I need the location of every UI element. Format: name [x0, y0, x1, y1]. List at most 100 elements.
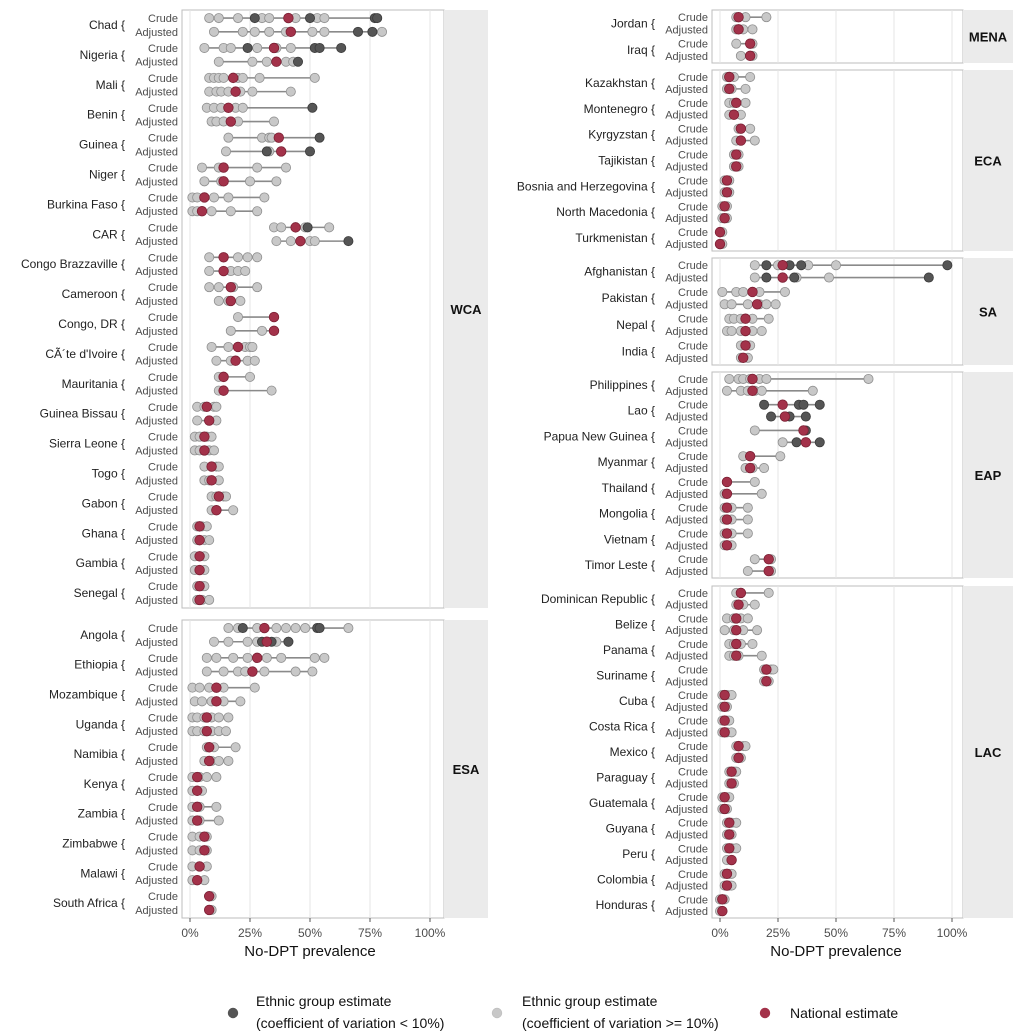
legend-label: Ethnic group estimate — [256, 993, 392, 1009]
point-light — [779, 286, 790, 297]
point-national — [259, 622, 270, 634]
point-national — [191, 785, 203, 796]
row-label-adjusted: Adjusted — [135, 146, 178, 158]
point-light — [749, 135, 760, 146]
point-light — [264, 13, 275, 24]
point-national — [203, 755, 215, 767]
row-label-adjusted: Adjusted — [665, 386, 708, 398]
point-light — [225, 325, 236, 336]
point-light — [247, 86, 258, 97]
row-label-crude: Crude — [148, 103, 178, 115]
country-label: Sierra Leone { — [49, 437, 125, 451]
point-national — [719, 212, 730, 224]
country-label: India { — [622, 345, 655, 359]
point-light — [228, 652, 239, 663]
point-light — [252, 162, 263, 173]
row-label-adjusted: Adjusted — [665, 540, 708, 552]
row-label-crude: Crude — [678, 374, 708, 386]
point-national — [744, 451, 756, 462]
point-national — [735, 123, 747, 134]
point-national — [733, 24, 744, 35]
point-light — [756, 326, 767, 337]
point-light — [223, 623, 234, 634]
row-label-adjusted: Adjusted — [665, 625, 708, 637]
point-light — [775, 451, 786, 462]
legend: Ethnic group estimate (coefficient of var… — [227, 993, 898, 1031]
country-mali: Mali {Crude Adjusted — [96, 72, 320, 99]
row-label-adjusted: Adjusted — [665, 600, 708, 612]
row-label-crude: Crude — [148, 222, 178, 234]
panel-frame — [711, 371, 964, 579]
point-national — [731, 97, 742, 109]
point-national — [763, 565, 774, 577]
point-national — [719, 715, 730, 726]
point-dark — [249, 13, 260, 24]
point-dark — [352, 26, 363, 37]
point-national — [225, 295, 237, 307]
row-label-crude: Crude — [148, 712, 178, 724]
country-label: Guatemala { — [589, 796, 655, 810]
point-national — [273, 132, 285, 143]
point-light — [211, 652, 222, 663]
country-label: Mongolia { — [599, 507, 655, 521]
country-label: Papua New Guinea { — [544, 429, 655, 443]
point-national — [199, 845, 210, 856]
point-national — [726, 778, 737, 789]
point-dark — [292, 56, 303, 67]
point-light — [761, 373, 772, 384]
point-national — [735, 587, 747, 599]
point-national — [194, 564, 205, 576]
country-label: Nigeria { — [80, 48, 125, 62]
point-national — [201, 712, 213, 723]
country-label: Angola { — [80, 628, 125, 642]
panel-frame — [181, 9, 445, 609]
country-label: Niger { — [89, 167, 125, 181]
country-label: CAR { — [92, 227, 125, 241]
row-label-adjusted: Adjusted — [665, 353, 708, 365]
point-light — [213, 815, 224, 826]
point-light — [276, 222, 287, 233]
point-dark — [761, 260, 772, 271]
country-chad: Chad {Crude Adjusted — [89, 12, 387, 39]
point-national — [726, 854, 737, 866]
point-light — [271, 236, 282, 247]
country-ethiopia: Ethiopia {Crude Adjusted — [74, 652, 330, 679]
row-label-crude: Crude — [148, 13, 178, 25]
row-label-adjusted: Adjusted — [665, 437, 708, 449]
row-label-crude: Crude — [148, 133, 178, 145]
country-congo-brazzaville: Congo Brazzaville {Crude Adjusted — [21, 252, 263, 278]
point-light — [863, 373, 874, 384]
region-label: MENA — [969, 30, 1008, 45]
country-label: South Africa { — [53, 896, 125, 910]
point-national — [724, 829, 735, 840]
point-light — [747, 638, 758, 649]
point-light — [761, 299, 772, 310]
point-light — [213, 755, 224, 766]
country-kenya: Kenya {Crude Adjusted — [84, 771, 222, 798]
point-light — [824, 272, 835, 283]
region-strip — [444, 10, 488, 608]
point-dark — [800, 411, 811, 422]
row-label-adjusted: Adjusted — [665, 299, 708, 311]
row-label-adjusted: Adjusted — [665, 753, 708, 765]
point-light — [196, 162, 207, 173]
row-label-adjusted: Adjusted — [135, 475, 178, 487]
point-national — [194, 534, 205, 546]
country-namibia: Namibia {Crude Adjusted — [74, 742, 241, 768]
point-national — [203, 742, 215, 753]
row-label-crude: Crude — [678, 894, 708, 906]
row-label-crude: Crude — [678, 843, 708, 855]
point-light — [271, 623, 282, 634]
row-label-crude: Crude — [678, 175, 708, 187]
row-label-crude: Crude — [148, 163, 178, 175]
point-national — [721, 187, 733, 198]
